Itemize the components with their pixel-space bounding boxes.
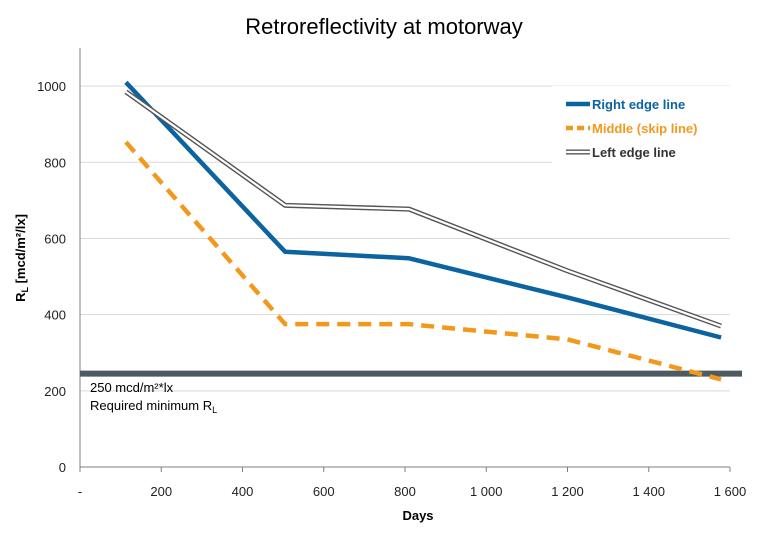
- x-tick-label: -: [78, 484, 82, 499]
- x-tick-label: 1 400: [632, 484, 665, 499]
- legend-label: Middle (skip line): [592, 121, 697, 136]
- reference-label-line2-main: Required minimum R: [90, 398, 212, 413]
- y-tick-label: 0: [59, 460, 66, 475]
- reference-label-line2-subscript: L: [212, 405, 217, 415]
- x-tick-label: 200: [150, 484, 172, 499]
- reference-label-line1: 250 mcd/m²*lx: [90, 380, 174, 395]
- x-tick-label: 400: [232, 484, 254, 499]
- y-axis-label: RL [mcd/m²/lx]: [13, 214, 30, 302]
- x-tick-label: 800: [394, 484, 416, 499]
- x-tick-label: 600: [313, 484, 335, 499]
- chart-title: Retroreflectivity at motorway: [245, 14, 523, 39]
- legend-label: Right edge line: [592, 97, 685, 112]
- y-tick-label: 800: [44, 155, 66, 170]
- reference-label-line2: Required minimum RL: [90, 398, 217, 415]
- y-tick-label: 200: [44, 384, 66, 399]
- y-tick-label: 400: [44, 308, 66, 323]
- x-tick-label: 1 600: [714, 484, 747, 499]
- x-axis-label: Days: [402, 508, 433, 523]
- y-axis-label-units: [mcd/m²/lx]: [13, 214, 28, 287]
- x-tick-label: 1 200: [551, 484, 584, 499]
- y-tick-label: 1000: [37, 79, 66, 94]
- y-tick-label: 600: [44, 231, 66, 246]
- x-tick-label: 1 000: [470, 484, 503, 499]
- legend-label: Left edge line: [592, 145, 676, 160]
